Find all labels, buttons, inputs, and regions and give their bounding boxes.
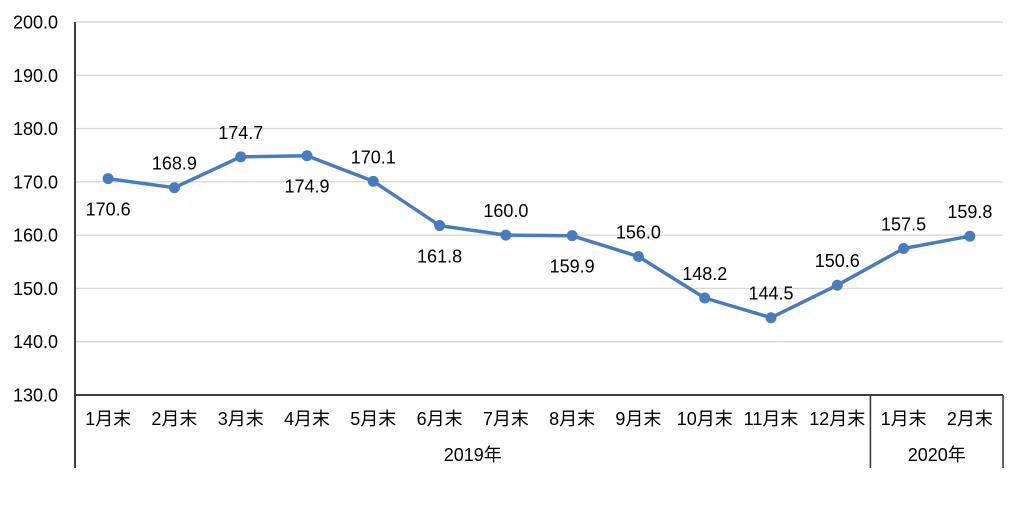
y-axis-tick-label: 190.0 <box>13 66 58 86</box>
data-point-label: 174.7 <box>218 123 263 143</box>
y-axis-tick-label: 130.0 <box>13 386 58 406</box>
data-point-marker <box>102 173 114 185</box>
data-point-marker <box>964 230 976 242</box>
data-point-marker <box>301 150 313 162</box>
data-point-marker <box>831 279 843 291</box>
y-axis-tick-label: 140.0 <box>13 332 58 352</box>
data-point-marker <box>367 175 379 187</box>
data-point-label: 157.5 <box>881 214 926 234</box>
y-axis-tick-label: 170.0 <box>13 172 58 192</box>
y-axis-tick-label: 200.0 <box>13 13 58 33</box>
data-point-label: 148.2 <box>682 264 727 284</box>
x-axis-category-label: 12月末 <box>809 409 865 429</box>
data-point-label: 170.1 <box>351 147 396 167</box>
x-axis-category-label: 1月末 <box>85 409 131 429</box>
data-point-marker <box>765 312 777 324</box>
data-point-marker <box>500 229 512 241</box>
year-group-label: 2020年 <box>908 445 966 465</box>
x-axis-category-label: 2月末 <box>151 409 197 429</box>
data-point-marker <box>168 182 180 194</box>
x-axis-category-label: 11月末 <box>744 409 799 429</box>
data-point-marker <box>632 250 644 262</box>
x-axis-category-label: 5月末 <box>350 409 396 429</box>
x-axis-category-label: 7月末 <box>483 409 529 429</box>
data-point-label: 150.6 <box>815 251 860 271</box>
data-series-line <box>106 153 972 320</box>
data-point-label: 161.8 <box>417 247 462 267</box>
data-point-label: 144.5 <box>748 284 793 304</box>
data-point-marker <box>434 220 446 232</box>
data-point-marker <box>898 242 910 254</box>
x-axis-category-label: 8月末 <box>549 409 595 429</box>
y-axis-tick-label: 150.0 <box>13 279 58 299</box>
data-point-label: 159.8 <box>947 202 992 222</box>
data-point-label: 160.0 <box>483 201 528 221</box>
y-axis-tick-label: 160.0 <box>13 226 58 246</box>
x-axis-category-label: 1月末 <box>881 409 927 429</box>
data-point-label: 168.9 <box>152 154 197 174</box>
data-point-label: 174.9 <box>284 177 329 197</box>
x-axis-category-label: 2月末 <box>947 409 993 429</box>
data-point-label: 159.9 <box>550 257 595 277</box>
y-axis-tick-label: 180.0 <box>13 119 58 139</box>
data-point-label: 156.0 <box>616 222 661 242</box>
year-group-label: 2019年 <box>444 445 502 465</box>
x-axis-category-label: 4月末 <box>284 409 330 429</box>
data-point-marker <box>699 292 711 304</box>
x-axis-category-label: 6月末 <box>417 409 463 429</box>
data-point-marker <box>235 151 247 163</box>
x-axis-category-label: 10月末 <box>677 409 733 429</box>
x-axis-category-label: 3月末 <box>218 409 264 429</box>
x-axis-category-label: 9月末 <box>615 409 661 429</box>
data-point-label: 170.6 <box>86 200 131 220</box>
data-point-marker <box>566 230 578 242</box>
